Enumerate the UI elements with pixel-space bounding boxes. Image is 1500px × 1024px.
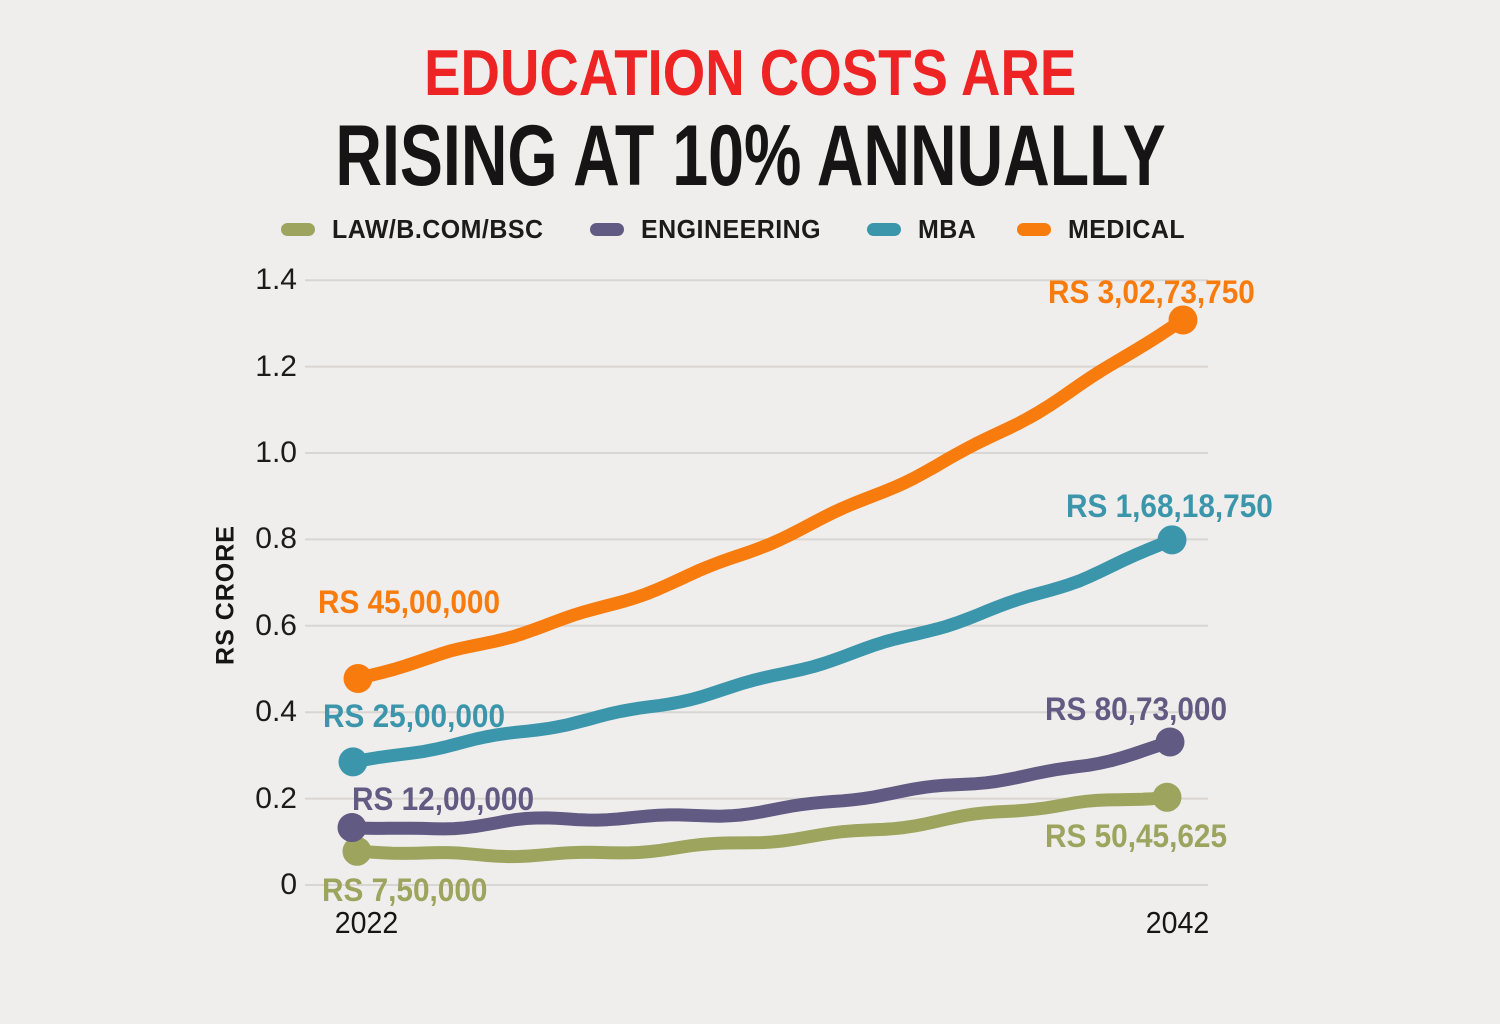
series-end-dot-medical <box>1168 305 1198 335</box>
engineering-start-value-label: RS 12,00,000 <box>352 781 535 817</box>
x-tick-2042-text: 2042 <box>1145 905 1209 940</box>
legend-label-mba: MBA <box>917 213 977 244</box>
series-end-dot-law-b-com-bsc <box>1152 782 1182 812</box>
y-tick-1_0: 1.0 <box>255 436 297 469</box>
series-line-law-b-com-bsc <box>350 790 1174 864</box>
series-start-dot-law-b-com-bsc <box>342 836 372 866</box>
page-title-line-2: RISING AT 10% ANNUALLY <box>0 112 1500 200</box>
law-end-value-label: RS 50,45,625 <box>1045 818 1228 854</box>
y-tick-0_4: 0.4 <box>255 695 297 728</box>
series-line-mba <box>346 533 1179 769</box>
medical-end-value-label: RS 3,02,73,750 <box>1048 274 1255 310</box>
x-tick-2042: 2042 <box>1117 906 1237 940</box>
law-start-value-label: RS 7,50,000 <box>322 872 488 908</box>
series-start-dot-medical <box>343 664 373 694</box>
legend-item-medical: MEDICAL <box>1016 213 1190 245</box>
y-tick-1_2: 1.2 <box>255 350 297 383</box>
chart-legend: LAW/B.COM/BSC ENGINEERING MBA MEDICAL <box>281 211 1189 247</box>
x-tick-2022: 2022 <box>306 906 426 940</box>
series-start-dot-engineering <box>337 813 367 843</box>
legend-item-mba: MBA <box>866 213 979 245</box>
legend-item-engineering: ENGINEERING <box>590 214 829 245</box>
page-title-line-1-text: EDUCATION COSTS ARE <box>423 36 1077 109</box>
series-line-engineering <box>345 735 1177 836</box>
y-tick-1_4: 1.4 <box>255 263 297 296</box>
page-title-line-2-text: RISING AT 10% ANNUALLY <box>334 108 1166 204</box>
legend-swatch-mba <box>866 222 901 236</box>
legend-label-medical: MEDICAL <box>1067 213 1185 244</box>
y-tick-0_2: 0.2 <box>255 782 297 815</box>
mba-start-value-label: RS 25,00,000 <box>323 698 506 734</box>
y-tick-0_8: 0.8 <box>255 522 297 555</box>
y-tick-0_6: 0.6 <box>255 609 297 642</box>
series-end-dot-engineering <box>1155 727 1185 757</box>
legend-item-law: LAW/B.COM/BSC <box>281 214 552 245</box>
series-line-medical <box>351 313 1190 685</box>
series-end-dot-mba <box>1157 525 1187 555</box>
legend-label-engineering: ENGINEERING <box>641 213 822 244</box>
engineering-end-value-label: RS 80,73,000 <box>1045 691 1228 727</box>
medical-start-value-label: RS 45,00,000 <box>318 584 501 620</box>
x-tick-2022-text: 2022 <box>334 905 398 940</box>
legend-label-law: LAW/B.COM/BSC <box>332 213 544 244</box>
legend-swatch-engineering <box>590 222 625 236</box>
mba-end-value-label: RS 1,68,18,750 <box>1066 488 1273 524</box>
legend-swatch-medical <box>1016 222 1051 236</box>
legend-swatch-law <box>281 222 315 236</box>
y-tick-0: 0 <box>280 868 297 901</box>
series-start-dot-mba <box>338 747 368 777</box>
page-title-line-1: EDUCATION COSTS ARE <box>0 40 1500 106</box>
